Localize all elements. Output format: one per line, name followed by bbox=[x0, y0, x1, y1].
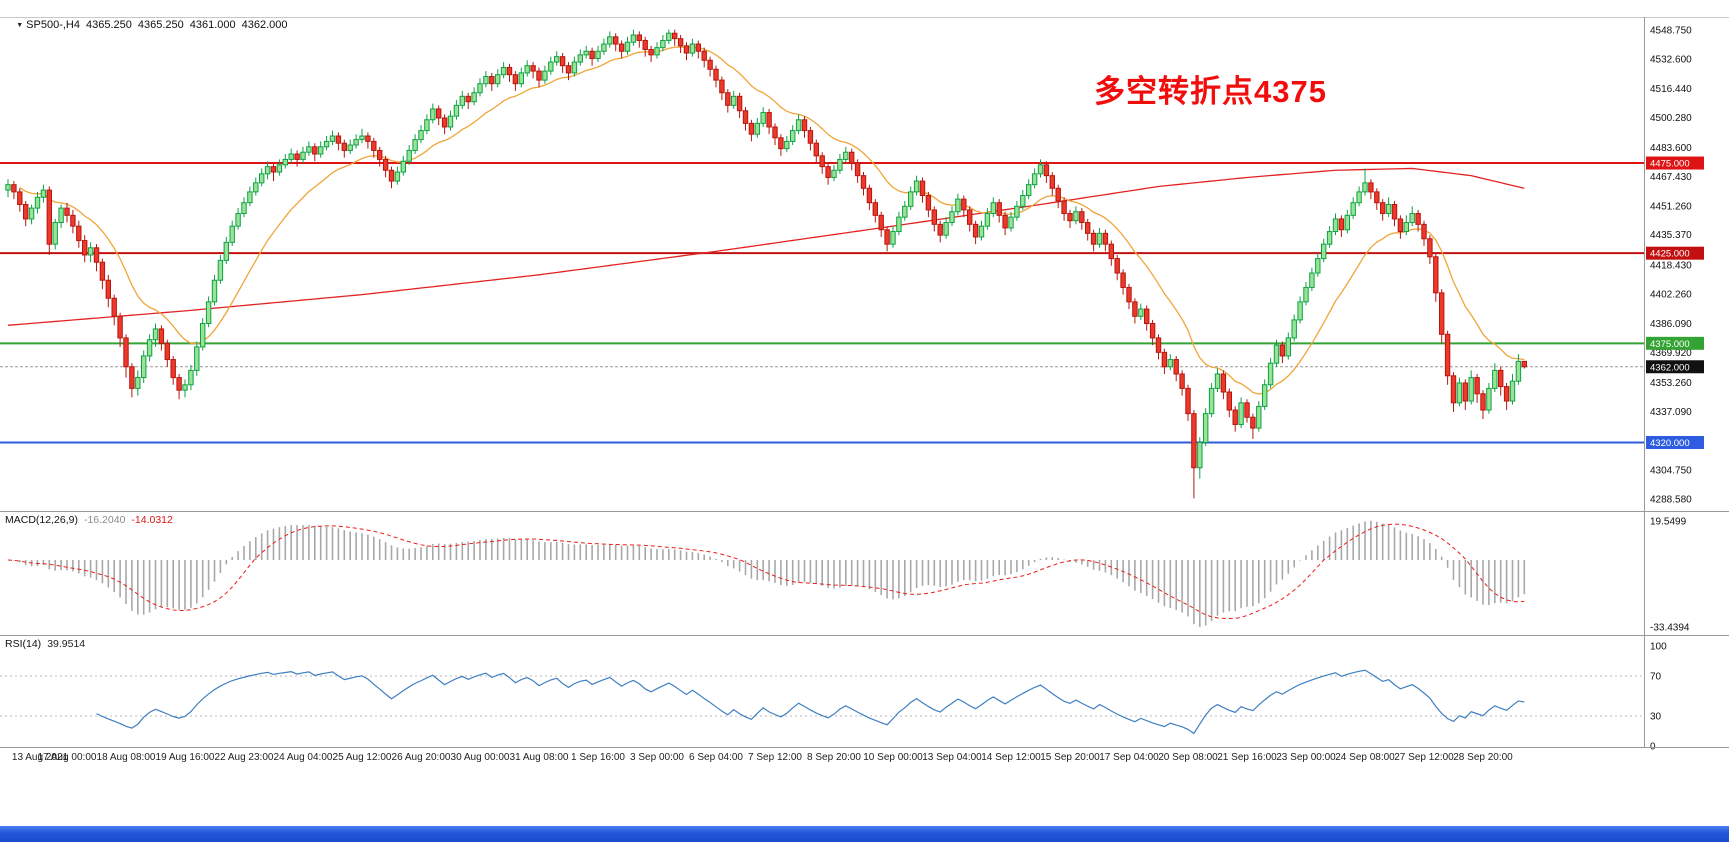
svg-text:24 Aug 04:00: 24 Aug 04:00 bbox=[274, 752, 333, 763]
svg-text:27 Sep 12:00: 27 Sep 12:00 bbox=[1394, 752, 1454, 763]
macd-indicator-label: MACD(12,26,9) -16.2040 -14.0312 bbox=[5, 514, 173, 526]
svg-text:4320.000: 4320.000 bbox=[1650, 438, 1690, 449]
open-value: 4365.250 bbox=[85, 19, 132, 31]
svg-text:4304.750: 4304.750 bbox=[1650, 465, 1692, 476]
svg-text:15 Sep 20:00: 15 Sep 20:00 bbox=[1040, 752, 1100, 763]
svg-text:4435.370: 4435.370 bbox=[1650, 230, 1692, 241]
svg-text:4483.600: 4483.600 bbox=[1650, 143, 1692, 154]
close-value: 4362.000 bbox=[241, 19, 288, 31]
rsi-name: RSI(14) bbox=[5, 638, 42, 650]
svg-text:18 Aug 08:00: 18 Aug 08:00 bbox=[97, 752, 156, 763]
svg-text:4500.280: 4500.280 bbox=[1650, 113, 1692, 124]
svg-text:20 Sep 08:00: 20 Sep 08:00 bbox=[1158, 752, 1218, 763]
price-chart-canvas[interactable]: 4548.750 4532.600 4516.440 4500.280 4483.600… bbox=[0, 17, 1729, 766]
svg-text:13 Sep 04:00: 13 Sep 04:00 bbox=[922, 752, 982, 763]
macd-main-value: -16.2040 bbox=[83, 514, 126, 526]
svg-text:4369.920: 4369.920 bbox=[1650, 348, 1692, 359]
svg-text:4516.440: 4516.440 bbox=[1650, 84, 1692, 95]
svg-text:4337.090: 4337.090 bbox=[1650, 407, 1692, 418]
svg-text:17 Aug 00:00: 17 Aug 00:00 bbox=[38, 752, 97, 763]
svg-text:24 Sep 08:00: 24 Sep 08:00 bbox=[1335, 752, 1395, 763]
svg-text:1 Sep 16:00: 1 Sep 16:00 bbox=[571, 752, 625, 763]
svg-text:17 Sep 04:00: 17 Sep 04:00 bbox=[1099, 752, 1159, 763]
svg-text:21 Sep 16:00: 21 Sep 16:00 bbox=[1217, 752, 1277, 763]
svg-text:30: 30 bbox=[1650, 712, 1662, 723]
symbol-period-label: SP500-,H4 bbox=[26, 19, 80, 31]
svg-text:19 Aug 16:00: 19 Aug 16:00 bbox=[156, 752, 215, 763]
svg-text:4548.750: 4548.750 bbox=[1650, 26, 1692, 37]
svg-text:4451.260: 4451.260 bbox=[1650, 201, 1692, 212]
rsi-indicator-label: RSI(14) 39.9514 bbox=[5, 638, 85, 650]
svg-text:22 Aug 23:00: 22 Aug 23:00 bbox=[215, 752, 274, 763]
svg-text:8 Sep 20:00: 8 Sep 20:00 bbox=[807, 752, 861, 763]
low-value: 4361.000 bbox=[189, 19, 236, 31]
svg-text:4467.430: 4467.430 bbox=[1650, 172, 1692, 183]
svg-text:100: 100 bbox=[1650, 642, 1667, 653]
svg-text:19.5499: 19.5499 bbox=[1650, 516, 1687, 527]
svg-text:-33.4394: -33.4394 bbox=[1650, 622, 1690, 633]
svg-text:6 Sep 04:00: 6 Sep 04:00 bbox=[689, 752, 743, 763]
svg-text:4425.000: 4425.000 bbox=[1650, 249, 1690, 260]
macd-signal-value: -14.0312 bbox=[131, 514, 173, 526]
svg-text:4386.090: 4386.090 bbox=[1650, 319, 1692, 330]
svg-text:4375.000: 4375.000 bbox=[1650, 339, 1690, 350]
rsi-current-value: 39.9514 bbox=[47, 638, 86, 650]
svg-text:30 Aug 00:00: 30 Aug 00:00 bbox=[451, 752, 510, 763]
svg-text:4418.430: 4418.430 bbox=[1650, 261, 1692, 272]
svg-text:14 Sep 12:00: 14 Sep 12:00 bbox=[981, 752, 1041, 763]
svg-text:31 Aug 08:00: 31 Aug 08:00 bbox=[510, 752, 569, 763]
svg-text:4353.260: 4353.260 bbox=[1650, 378, 1692, 389]
svg-text:25 Aug 12:00: 25 Aug 12:00 bbox=[333, 752, 392, 763]
high-value: 4365.250 bbox=[137, 19, 184, 31]
svg-text:4532.600: 4532.600 bbox=[1650, 55, 1692, 66]
annotation-text: 多空转折点4375 bbox=[1094, 74, 1327, 109]
svg-text:28 Sep 20:00: 28 Sep 20:00 bbox=[1453, 752, 1513, 763]
svg-text:7 Sep 12:00: 7 Sep 12:00 bbox=[748, 752, 802, 763]
svg-text:70: 70 bbox=[1650, 672, 1662, 683]
svg-text:3 Sep 00:00: 3 Sep 00:00 bbox=[630, 752, 684, 763]
macd-name: MACD(12,26,9) bbox=[5, 514, 78, 526]
taskbar-strip bbox=[0, 826, 1729, 842]
svg-text:4475.000: 4475.000 bbox=[1650, 159, 1690, 170]
svg-text:4288.580: 4288.580 bbox=[1650, 495, 1692, 506]
svg-text:13 Aug 2021: 13 Aug 2021 bbox=[12, 752, 69, 763]
chart-info-bar: ▼ SP500-,H4 4365.250 4365.250 4361.000 4362.0… bbox=[4, 1, 294, 31]
svg-text:4402.260: 4402.260 bbox=[1650, 290, 1692, 301]
symbol-marker-icon: ▼ bbox=[16, 22, 24, 29]
svg-text:23 Sep 00:00: 23 Sep 00:00 bbox=[1276, 752, 1336, 763]
svg-text:4362.000: 4362.000 bbox=[1650, 362, 1690, 373]
svg-text:10 Sep 00:00: 10 Sep 00:00 bbox=[863, 752, 923, 763]
svg-text:26 Aug 20:00: 26 Aug 20:00 bbox=[392, 752, 451, 763]
